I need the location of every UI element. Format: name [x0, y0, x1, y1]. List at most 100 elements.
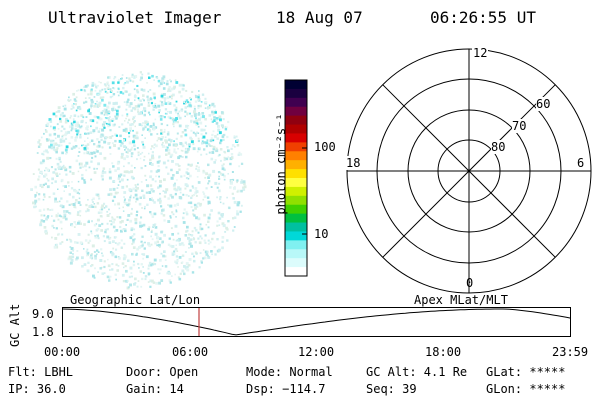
- uv-speckle: [140, 88, 143, 91]
- uv-speckle: [155, 106, 158, 109]
- uv-speckle: [131, 146, 134, 149]
- colorbar-cell: [285, 169, 307, 179]
- uv-speckle: [122, 206, 124, 209]
- uv-speckle: [177, 232, 180, 235]
- uv-speckle: [141, 207, 143, 209]
- uv-speckle: [71, 104, 74, 107]
- uv-speckle: [131, 123, 134, 126]
- uv-speckle: [140, 240, 143, 243]
- uv-speckle: [211, 237, 214, 241]
- uv-speckle: [189, 112, 191, 115]
- uv-speckle: [81, 256, 84, 260]
- time-tick-0000: 00:00: [44, 345, 81, 359]
- uv-speckle: [187, 236, 190, 240]
- uv-speckle: [103, 103, 107, 107]
- uv-speckle: [204, 107, 207, 109]
- uv-speckle: [231, 156, 234, 159]
- uv-speckle: [172, 93, 175, 97]
- uv-speckle: [176, 258, 179, 261]
- uv-speckle: [119, 173, 123, 177]
- uv-speckle: [122, 86, 125, 90]
- uv-speckle: [191, 271, 195, 274]
- uv-speckle: [111, 220, 115, 224]
- uv-speckle: [198, 90, 200, 92]
- uv-speckle: [197, 231, 200, 234]
- uv-speckle: [101, 128, 105, 132]
- uv-speckle: [151, 154, 154, 158]
- uv-speckle: [133, 95, 137, 98]
- uv-speckle: [134, 136, 136, 138]
- uv-speckle: [114, 230, 116, 233]
- uv-speckle: [181, 83, 184, 87]
- uv-speckle: [66, 151, 68, 154]
- uv-speckle: [156, 236, 160, 240]
- uv-speckle: [212, 169, 216, 173]
- uv-speckle: [196, 150, 199, 153]
- uv-speckle: [141, 277, 144, 281]
- uv-speckle: [177, 112, 179, 115]
- uv-speckle: [81, 265, 84, 268]
- uv-speckle: [36, 152, 39, 154]
- uv-speckle: [132, 118, 135, 121]
- uv-speckle: [153, 79, 155, 81]
- uv-speckle: [131, 207, 133, 210]
- uv-speckle: [79, 162, 83, 166]
- uv-speckle: [154, 103, 157, 105]
- uv-speckle: [68, 165, 72, 169]
- uv-speckle: [141, 124, 143, 127]
- uv-speckle: [240, 162, 244, 165]
- uv-speckle: [44, 182, 47, 185]
- uv-speckle: [106, 81, 109, 84]
- uv-speckle: [168, 86, 171, 89]
- uv-speckle: [99, 215, 103, 218]
- uv-speckle: [108, 76, 111, 79]
- uv-speckle: [175, 117, 179, 120]
- uv-speckle: [227, 149, 230, 153]
- uv-speckle: [99, 135, 103, 138]
- uv-speckle: [120, 152, 124, 156]
- uv-speckle: [119, 106, 121, 108]
- uv-speckle: [38, 139, 41, 142]
- uv-speckle: [106, 105, 110, 109]
- uv-speckle: [57, 106, 61, 110]
- uv-speckle: [179, 272, 182, 275]
- uv-speckle: [99, 152, 102, 155]
- uv-speckle: [239, 210, 242, 213]
- uv-speckle: [147, 102, 150, 104]
- uv-speckle: [142, 272, 145, 274]
- uv-speckle: [177, 266, 179, 268]
- uv-speckle: [159, 115, 163, 118]
- uv-speckle: [196, 176, 199, 178]
- uv-speckle: [63, 107, 67, 111]
- uv-speckle: [207, 226, 210, 229]
- uv-speckle: [161, 240, 164, 244]
- uv-speckle: [204, 101, 208, 104]
- uv-speckle: [229, 157, 233, 161]
- uv-speckle: [163, 116, 166, 119]
- uv-speckle: [126, 204, 128, 206]
- uv-speckle: [68, 99, 71, 102]
- uv-speckle: [74, 124, 78, 128]
- uv-speckle: [106, 113, 109, 116]
- uv-speckle: [78, 210, 82, 213]
- uv-speckle: [215, 147, 218, 150]
- uv-speckle: [134, 105, 138, 108]
- uv-speckle: [86, 254, 88, 257]
- polar-label-80: 80: [491, 140, 506, 154]
- uv-speckle: [96, 116, 100, 119]
- uv-speckle: [128, 77, 131, 80]
- uv-speckle: [175, 111, 177, 114]
- uv-speckle: [243, 182, 246, 186]
- uv-speckle: [171, 253, 175, 256]
- uv-speckle: [198, 94, 201, 97]
- uv-speckle: [218, 224, 221, 227]
- uv-speckle: [201, 142, 204, 145]
- uv-speckle: [98, 89, 102, 93]
- uv-speckle: [182, 243, 185, 247]
- uv-speckle: [115, 248, 118, 251]
- uv-speckle: [131, 243, 134, 245]
- uv-speckle: [168, 138, 171, 141]
- uv-speckle: [212, 147, 215, 150]
- uv-speckle: [211, 102, 215, 106]
- uv-speckle: [96, 218, 100, 222]
